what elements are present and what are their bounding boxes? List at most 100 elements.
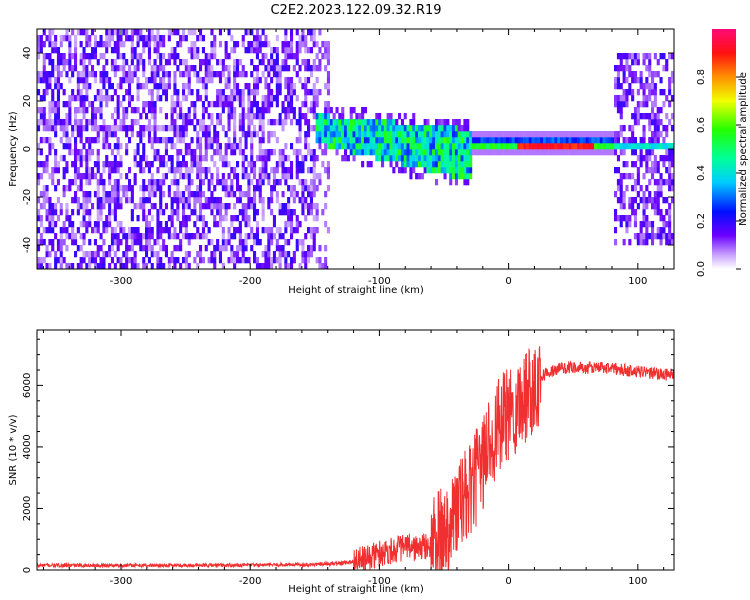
heatmap-cell [142,233,146,240]
heatmap-cell [668,143,672,150]
heatmap-cell [281,155,285,162]
heatmap-cell [119,155,123,162]
heatmap-cell [665,59,669,66]
heatmap-cell [656,71,660,78]
heatmap-cell [668,149,672,156]
heatmap-cell [213,161,217,168]
heatmap-cell [130,215,134,222]
heatmap-cell [150,125,154,132]
heatmap-cell [466,143,470,150]
heatmap-cell [292,251,296,258]
heatmap-cell [528,149,532,156]
heatmap-cell [45,263,49,269]
heatmap-cell [233,119,237,126]
heatmap-cell [122,233,126,240]
heatmap-cell [93,71,97,78]
heatmap-cell [309,203,313,210]
heatmap-cell [176,161,180,168]
heatmap-cell [344,155,348,162]
heatmap-cell [244,83,248,90]
heatmap-cell [162,89,166,96]
heatmap-cell [213,149,217,156]
heatmap-cell [56,71,60,78]
heatmap-cell [594,137,598,144]
heatmap-cell [304,263,308,269]
heatmap-cell [147,227,151,234]
heatmap-cell [207,71,211,78]
heatmap-cell [216,203,220,210]
heatmap-cell [312,113,316,120]
heatmap-cell [247,233,251,240]
heatmap-cell [244,257,248,264]
heatmap-cell [270,59,274,66]
heatmap-cell [193,161,197,168]
heatmap-cell [159,161,163,168]
heatmap-cell [162,137,166,144]
heatmap-cell [176,155,180,162]
heatmap-cell [429,161,433,168]
heatmap-cell [85,155,89,162]
heatmap-cell [457,161,461,168]
heatmap-cell [648,149,652,156]
heatmap-cell [153,77,157,84]
heatmap-cell [99,203,103,210]
heatmap-cell [264,95,268,102]
heatmap-cell [76,227,80,234]
heatmap-cell [662,65,666,72]
heatmap-cell [59,137,63,144]
heatmap-cell [170,47,174,54]
heatmap-cell [486,143,490,150]
heatmap-cell [651,221,655,228]
heatmap-cell [648,143,652,150]
heatmap-cell [267,119,271,126]
heatmap-cell [429,155,433,162]
heatmap-cell [238,113,242,120]
heatmap-cell [392,131,396,138]
heatmap-cell [281,59,285,66]
heatmap-cell [651,233,655,240]
heatmap-cell [51,89,55,96]
heatmap-cell [91,119,95,126]
heatmap-cell [113,215,117,222]
heatmap-cell [304,83,308,90]
heatmap-cell [170,203,174,210]
heatmap-cell [440,137,444,144]
y-tick-label: 20 [22,95,33,108]
heatmap-cell [352,107,356,114]
heatmap-cell [145,125,149,132]
heatmap-cell [54,35,58,42]
heatmap-cell [321,137,325,144]
heatmap-cell [39,71,43,78]
heatmap-cell [551,137,555,144]
heatmap-cell [614,65,618,72]
heatmap-cell [278,245,282,252]
heatmap-cell [227,161,231,168]
heatmap-cell [295,155,299,162]
heatmap-cell [108,197,112,204]
heatmap-cell [221,65,225,72]
heatmap-cell [435,179,439,186]
heatmap-cell [503,149,507,156]
heatmap-cell [645,77,649,84]
heatmap-cell [93,107,97,114]
heatmap-cell [315,155,319,162]
heatmap-cell [99,209,103,216]
heatmap-cell [224,155,228,162]
heatmap-cell [65,119,69,126]
heatmap-cell [315,113,319,120]
heatmap-cell [656,59,660,66]
heatmap-cell [261,59,265,66]
heatmap-cell [82,71,86,78]
heatmap-cell [463,131,467,138]
heatmap-cell [82,191,86,198]
heatmap-cell [372,143,376,150]
heatmap-cell [39,47,43,54]
heatmap-cell [653,89,657,96]
heatmap-cell [645,113,649,120]
heatmap-cell [352,143,356,150]
heatmap-cell [176,167,180,174]
heatmap-cell [82,107,86,114]
heatmap-cell [159,53,163,60]
heatmap-cell [176,179,180,186]
heatmap-cell [295,161,299,168]
